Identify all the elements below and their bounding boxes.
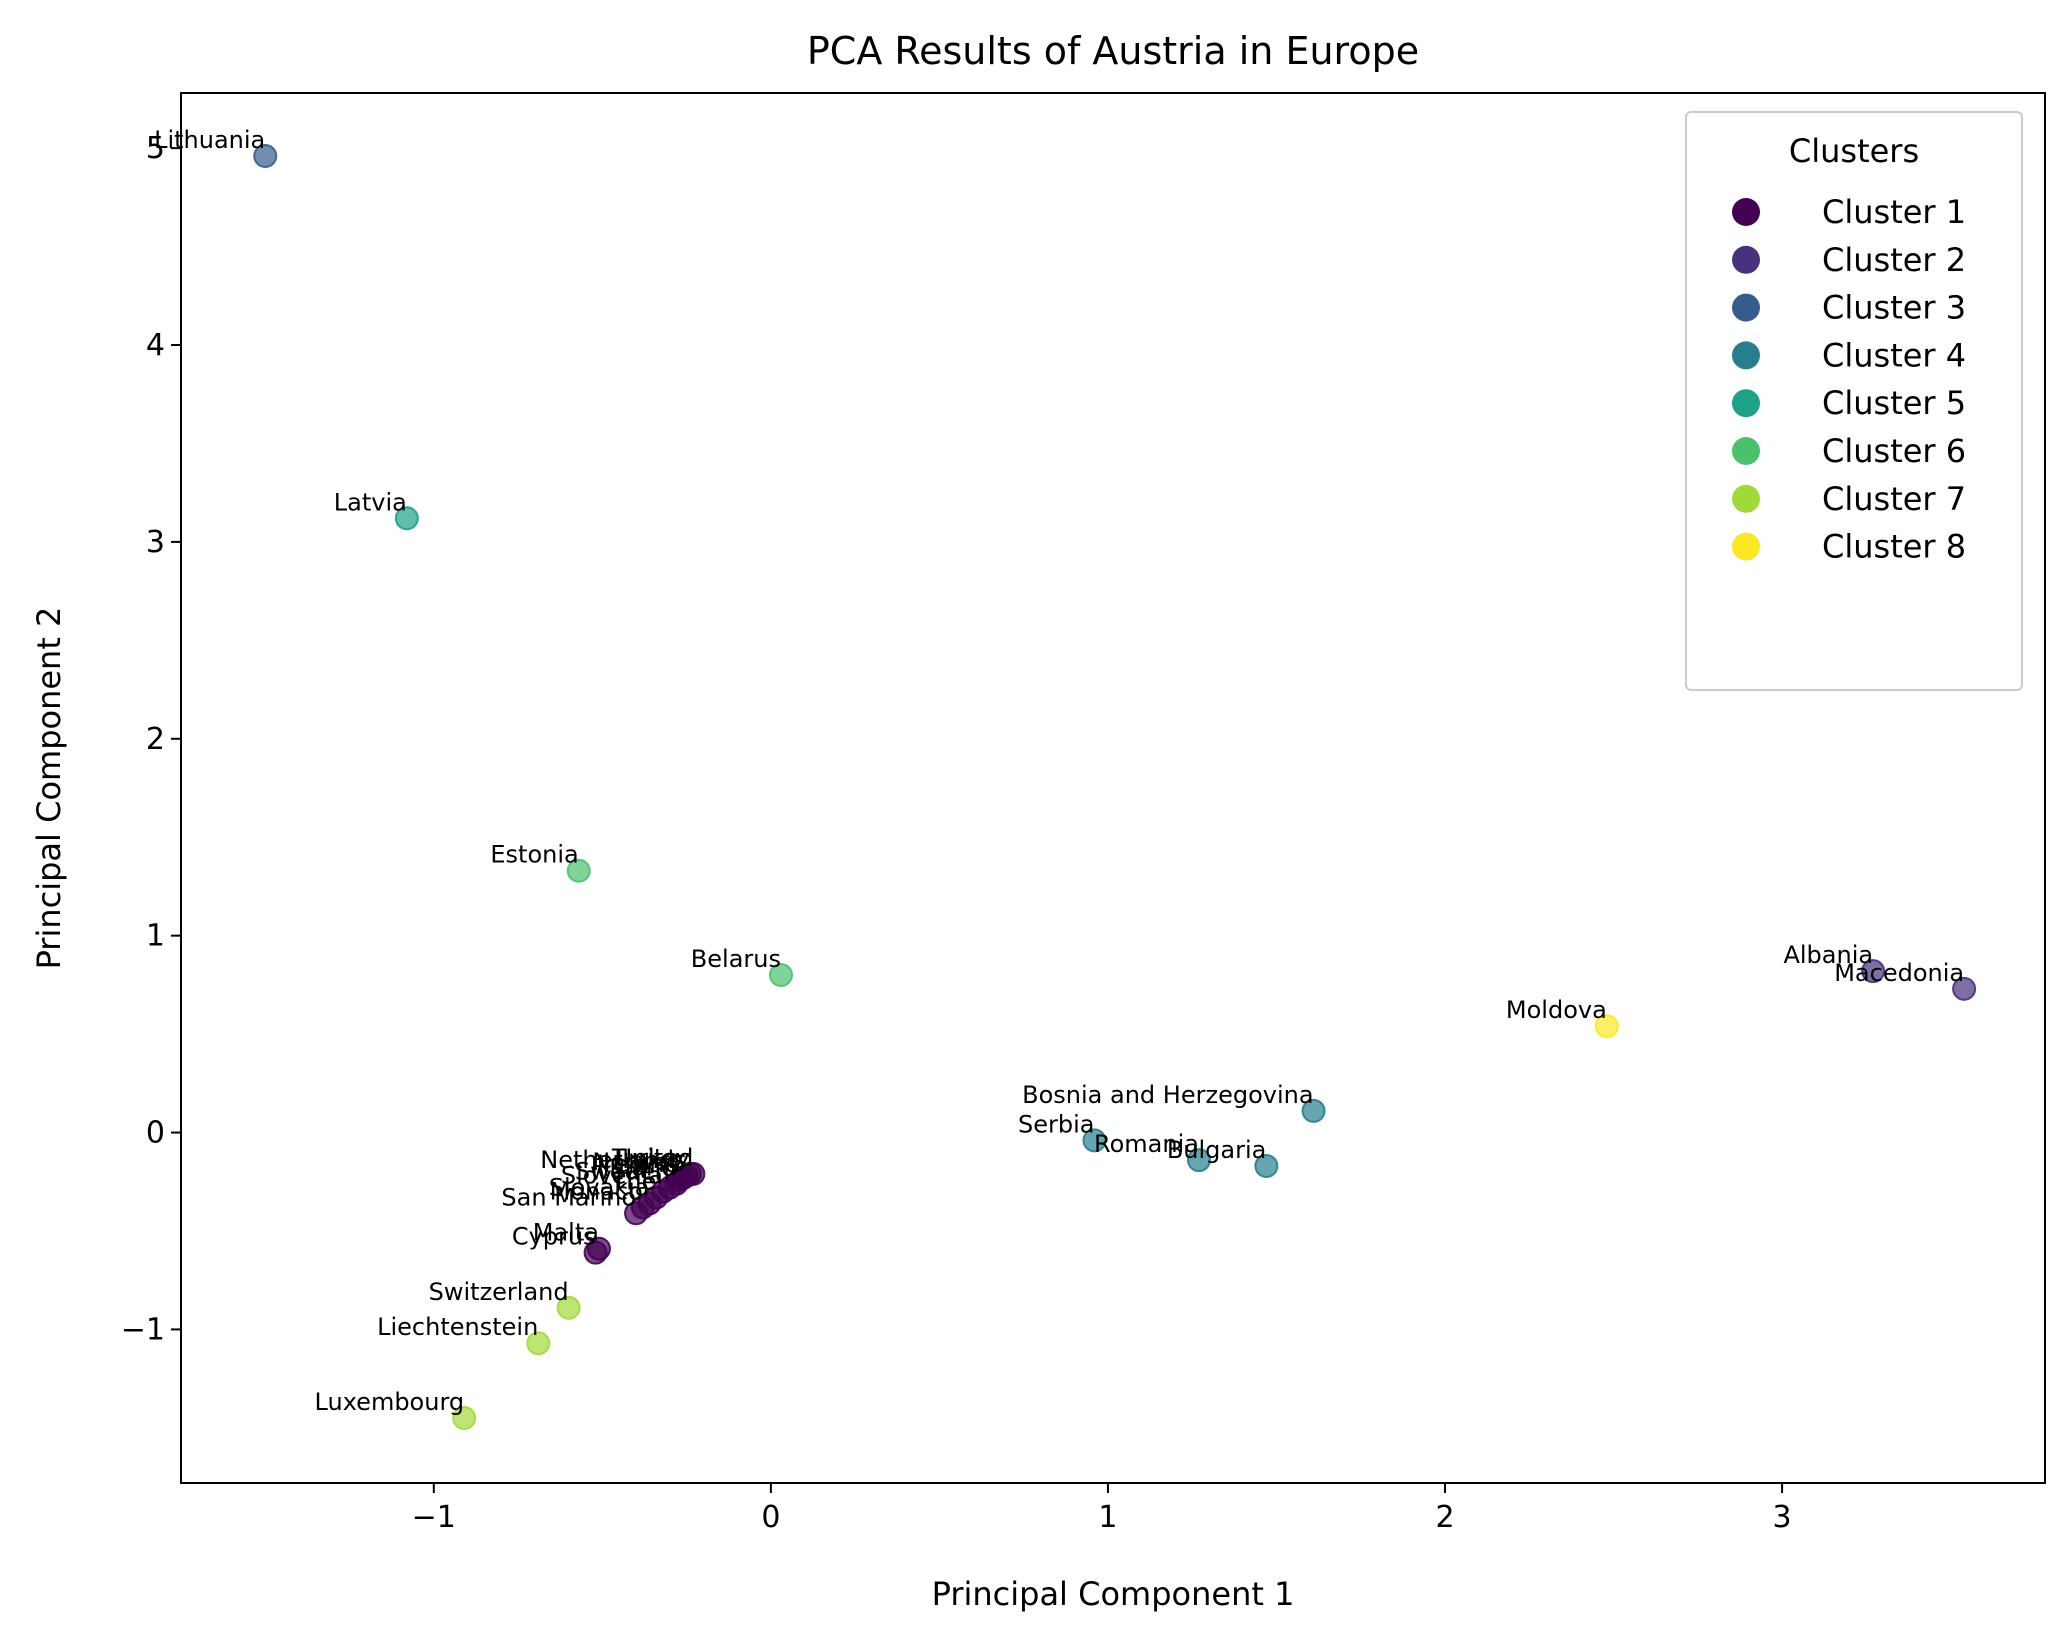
data-point <box>253 144 278 169</box>
data-point <box>1254 1154 1279 1179</box>
legend-marker <box>1732 484 1760 513</box>
data-point-label: Monaco <box>550 1177 643 1205</box>
data-point <box>526 1331 551 1356</box>
data-point-label: Estonia <box>490 841 578 869</box>
data-point-label: Serbia <box>1018 1110 1094 1138</box>
data-point <box>1952 976 1977 1001</box>
data-point <box>1594 1014 1619 1039</box>
chart-title: PCA Results of Austria in Europe <box>807 29 1419 73</box>
data-point <box>1082 1128 1107 1153</box>
data-point <box>556 1295 581 1320</box>
data-point <box>624 1201 649 1226</box>
x-tick-label: −1 <box>412 1500 456 1535</box>
legend-entry-label: Cluster 8 <box>1822 528 1966 566</box>
data-point-label: United <box>614 1144 693 1172</box>
data-point-label: Moldova <box>1506 996 1607 1024</box>
data-point-label: Belarus <box>691 945 781 973</box>
data-point <box>566 858 591 883</box>
y-tick-label: 0 <box>146 1116 165 1151</box>
data-point-label: Liechtenstein <box>377 1313 538 1341</box>
data-point-label: Romania <box>1094 1130 1199 1158</box>
x-tick-label: 1 <box>1098 1500 1117 1535</box>
data-point <box>1186 1148 1211 1173</box>
data-point-label: Lithuania <box>154 126 265 154</box>
legend-marker <box>1732 532 1760 561</box>
data-point-label: Albania <box>1783 941 1873 969</box>
legend-entry-label: Cluster 4 <box>1822 336 1966 374</box>
legend-entry-label: Cluster 7 <box>1822 480 1966 518</box>
data-point-label: Turkey <box>611 1144 690 1172</box>
legend-marker <box>1732 198 1760 226</box>
legend-entry-label: Cluster 1 <box>1822 193 1966 231</box>
data-point-label: Finland <box>591 1154 677 1182</box>
legend-entries: Cluster 1 Cluster 2 Cluster 3 Cluster 4 Clus… <box>1732 193 1966 566</box>
y-tick-label: 4 <box>146 328 165 363</box>
y-tick-label: −1 <box>121 1312 165 1347</box>
data-point-label: Netherlands <box>540 1146 686 1174</box>
plot-area-frame <box>180 92 2046 1484</box>
data-point-label: Bulgaria <box>1167 1136 1267 1164</box>
point-labels-layer: Lithuania Latvia Estonia Belarus AlbaniaMace… <box>154 126 1964 1416</box>
data-point <box>768 963 793 988</box>
y-tick-label: 2 <box>146 722 165 757</box>
data-point-label: The <box>611 1168 657 1196</box>
legend-entry-label: Cluster 6 <box>1822 432 1966 470</box>
axis-ticks-layer: −1 0 1 2 3 −1 0 1 2 3 4 5 <box>121 131 1792 1535</box>
data-point <box>583 1240 608 1265</box>
legend-marker <box>1732 245 1760 274</box>
y-tick-label: 5 <box>146 131 165 166</box>
legend-box <box>1685 111 2023 691</box>
data-point-label: Sweden <box>575 1158 670 1186</box>
data-point-label: Slovakia <box>549 1173 650 1201</box>
legend-marker <box>1732 341 1760 370</box>
legend-entry-label: Cluster 5 <box>1822 384 1966 422</box>
x-axis-label: Principal Component 1 <box>932 1575 1295 1613</box>
data-point <box>1861 959 1886 984</box>
data-point-label: Switzerland <box>429 1278 569 1306</box>
data-point-label: Latvia <box>334 488 407 516</box>
data-point <box>452 1406 477 1431</box>
data-point <box>1301 1098 1326 1123</box>
x-tick-label: 3 <box>1773 1500 1792 1535</box>
legend-entry-label: Cluster 3 <box>1822 289 1966 327</box>
legend-title: Clusters <box>1789 132 1919 170</box>
data-point <box>394 506 419 531</box>
x-tick-label: 2 <box>1435 1500 1454 1535</box>
x-tick-label: 0 <box>761 1500 780 1535</box>
legend-entry-label: Cluster 2 <box>1822 241 1966 279</box>
data-point-label: Cyprus <box>512 1223 596 1251</box>
data-point-label: San Marino <box>501 1183 636 1211</box>
y-tick-label: 3 <box>146 525 165 560</box>
data-point-label: Norway <box>592 1148 683 1176</box>
data-point-label: Macedonia <box>1834 959 1964 987</box>
data-point-label: Luxembourg <box>315 1388 465 1416</box>
data-point-label: Ireland <box>597 1150 680 1178</box>
data-point-label: Slovenia <box>561 1162 663 1190</box>
legend-marker <box>1732 389 1760 418</box>
y-axis-label: Principal Component 2 <box>30 607 68 970</box>
data-point-label: Bosnia and Herzegovina <box>1022 1081 1313 1109</box>
y-tick-label: 1 <box>146 919 165 954</box>
data-point-label: Malta <box>533 1219 599 1247</box>
legend-marker <box>1732 293 1760 322</box>
legend-marker <box>1732 437 1760 465</box>
data-points-layer <box>253 144 1977 1431</box>
